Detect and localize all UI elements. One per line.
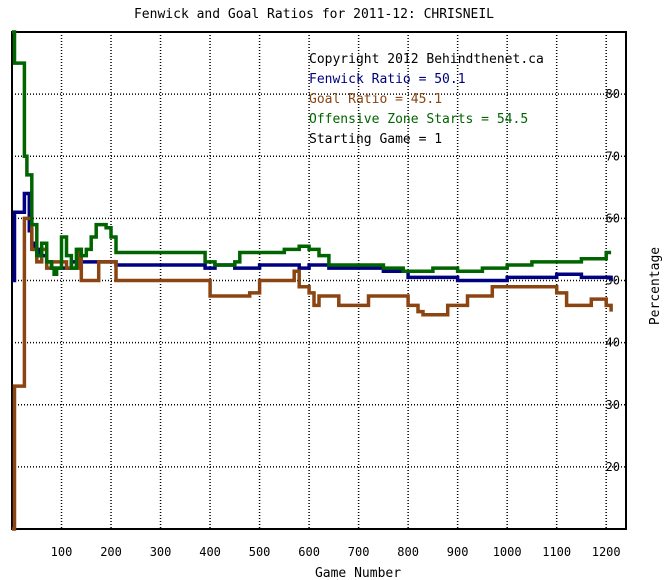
annotation-text: Copyright 2012 Behindthenet.ca — [309, 52, 544, 67]
chart-title: Fenwick and Goal Ratios for 2011-12: CHR… — [134, 7, 494, 22]
x-tick-label: 600 — [298, 545, 320, 559]
x-tick-labels: 100 200 300 400 500 600 700 800 900 1000 1100 1200 — [51, 545, 621, 559]
y-tick-label: 60 — [606, 211, 620, 225]
x-axis-label: Game Number — [315, 566, 401, 580]
x-tick-label: 1200 — [592, 545, 621, 559]
y-tick-label: 20 — [606, 460, 620, 474]
x-tick-label: 500 — [249, 545, 271, 559]
y-tick-label: 30 — [606, 398, 620, 412]
y-axis-label: Percentage — [648, 247, 663, 325]
y-tick-label: 70 — [606, 149, 620, 163]
x-tick-label: 700 — [348, 545, 370, 559]
series-line — [12, 30, 612, 277]
y-tick-label: 40 — [606, 336, 620, 350]
annotation-block: Copyright 2012 Behindthenet.ca Fenwick Ra… — [309, 52, 544, 147]
x-tick-label: 800 — [397, 545, 419, 559]
y-tick-label: 80 — [606, 87, 620, 101]
x-tick-label: 1000 — [493, 545, 522, 559]
x-tick-label: 100 — [51, 545, 73, 559]
x-tick-label: 900 — [447, 545, 469, 559]
x-tick-label: 400 — [199, 545, 221, 559]
x-tick-label: 1100 — [542, 545, 571, 559]
annotation-text: Offensive Zone Starts = 54.5 — [309, 112, 528, 127]
x-tick-label: 300 — [150, 545, 172, 559]
series-lines — [12, 30, 613, 531]
x-tick-label: 200 — [100, 545, 122, 559]
annotation-text: Starting Game = 1 — [309, 132, 442, 147]
grid — [12, 32, 626, 529]
annotation-text: Fenwick Ratio = 50.1 — [309, 72, 466, 87]
annotation-text: Goal Ratio = 45.1 — [309, 92, 442, 107]
